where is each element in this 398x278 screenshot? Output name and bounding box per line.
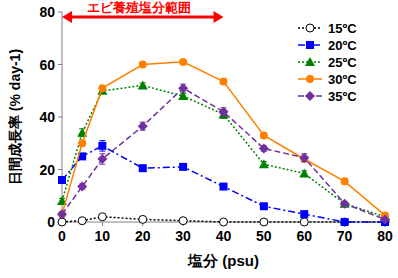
- data-point: [219, 107, 229, 117]
- data-point: [98, 213, 106, 221]
- x-tick-label: 10: [95, 228, 111, 244]
- series-line: [62, 86, 385, 217]
- data-point: [340, 199, 350, 209]
- data-point: [138, 81, 148, 90]
- data-point: [299, 168, 309, 177]
- y-tick: [58, 169, 62, 170]
- data-point: [259, 144, 269, 154]
- data-point: [58, 176, 66, 184]
- data-point: [259, 159, 269, 168]
- data-point: [300, 210, 308, 218]
- data-point: [98, 142, 106, 150]
- data-point: [341, 218, 349, 226]
- x-tick-label: 80: [377, 228, 393, 244]
- x-tick-label: 20: [135, 228, 151, 244]
- data-point: [299, 153, 309, 163]
- data-point: [380, 214, 390, 224]
- data-point: [57, 209, 67, 219]
- y-tick: [58, 12, 62, 13]
- series-line: [62, 88, 385, 219]
- y-tick-label: 80: [39, 4, 55, 20]
- x-tick-label: 40: [216, 228, 232, 244]
- data-point: [220, 78, 228, 86]
- x-tick-label: 30: [175, 228, 191, 244]
- data-point: [260, 131, 268, 139]
- data-point: [179, 163, 187, 171]
- annotation: エビ養殖塩分範囲: [62, 0, 224, 23]
- data-point: [98, 84, 106, 92]
- legend-label: 35ºC: [328, 89, 357, 104]
- y-tick-label: 0: [47, 214, 55, 230]
- series: [57, 81, 390, 221]
- legend-label: 15ºC: [328, 21, 357, 36]
- data-point: [58, 218, 66, 226]
- x-axis-label: 塩分 (psu): [187, 252, 259, 269]
- legend: 15ºC 20ºC 25ºC 30ºC 35ºC: [298, 21, 357, 104]
- error-bar: [99, 141, 105, 152]
- data-point: [178, 83, 188, 93]
- data-point: [341, 177, 349, 185]
- chart: 0 20 40 60 80 0 10 20 30 40 50 60 70 80 塩分 (psu) 日間成長率 …: [0, 0, 398, 278]
- data-point: [139, 61, 147, 69]
- legend-marker: [306, 24, 314, 32]
- data-point: [139, 215, 147, 223]
- y-tick: [58, 117, 62, 118]
- x-tick-label: 0: [58, 228, 66, 244]
- data-point: [78, 139, 86, 147]
- data-point: [138, 121, 148, 131]
- series: [58, 141, 389, 226]
- legend-label: 30ºC: [328, 72, 357, 87]
- legend-marker: [306, 41, 314, 49]
- y-axis-label: 日間成長率 (% day-1): [7, 49, 23, 185]
- data-point: [77, 182, 87, 192]
- legend-marker: [305, 57, 315, 66]
- series-line: [62, 62, 385, 216]
- data-point: [220, 218, 228, 226]
- legend-marker: [305, 91, 315, 101]
- data-point: [341, 218, 349, 226]
- data-point: [97, 154, 107, 164]
- series: [58, 213, 389, 226]
- legend-marker: [306, 75, 314, 83]
- data-point: [139, 164, 147, 172]
- data-point: [220, 183, 228, 191]
- y-tick-label: 20: [39, 162, 55, 178]
- annotation-arrow-shaft: [68, 16, 218, 19]
- annotation-arrow-head: [214, 11, 224, 23]
- data-point: [260, 218, 268, 226]
- legend-label: 20ºC: [328, 38, 357, 53]
- data-point: [260, 202, 268, 210]
- data-point: [78, 217, 86, 225]
- series: [57, 83, 390, 224]
- plot-area: [57, 58, 390, 226]
- y-tick-label: 40: [39, 109, 55, 125]
- y-tick-label: 60: [39, 57, 55, 73]
- series: [58, 58, 389, 220]
- annotation-text: エビ養殖塩分範囲: [87, 0, 191, 15]
- legend-label: 25ºC: [328, 55, 357, 70]
- x-tick-label: 50: [256, 228, 272, 244]
- x-tick-label: 60: [296, 228, 312, 244]
- x-tick-label: 70: [337, 228, 353, 244]
- annotation-arrow-head: [62, 11, 72, 23]
- data-point: [179, 58, 187, 66]
- data-point: [300, 218, 308, 226]
- series-line: [62, 146, 385, 222]
- x-tick: [102, 222, 103, 226]
- data-point: [179, 217, 187, 225]
- y-tick: [58, 64, 62, 65]
